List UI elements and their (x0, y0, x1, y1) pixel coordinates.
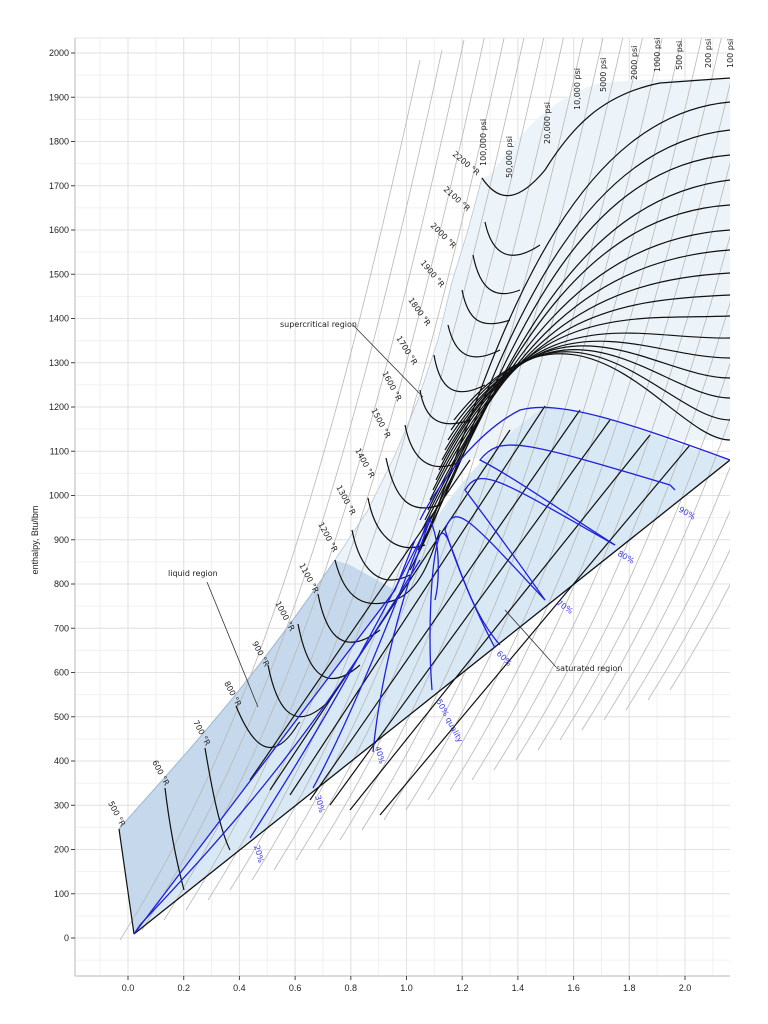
y-tick-label: 200 (54, 845, 69, 855)
x-tick-label: 1.0 (400, 983, 413, 993)
liquid-region-label: liquid region (168, 569, 218, 578)
svg-text:1000 psi: 1000 psi (653, 38, 662, 72)
y-tick-label: 700 (54, 623, 69, 633)
liquid-region-leader (206, 581, 259, 708)
y-tick-label: 1100 (50, 446, 69, 456)
y-tick-label: 1200 (49, 402, 69, 412)
saturated-region (134, 406, 730, 934)
y-tick-label: 800 (54, 579, 69, 589)
y-tick-label: 1300 (49, 358, 69, 368)
x-tick-label: 0.0 (122, 983, 135, 993)
svg-text:2000 psi: 2000 psi (630, 46, 639, 80)
y-tick-label: 900 (54, 535, 69, 545)
x-tick-label: 1.6 (567, 983, 580, 993)
svg-text:5000 psi: 5000 psi (599, 58, 608, 92)
quality-lines (133, 406, 730, 935)
y-tick-label: 400 (54, 756, 69, 766)
isobar-labels: 100,000 psi 50,000 psi 20,000 psi 10,000… (479, 38, 735, 178)
saturated-vapor-base-line (133, 459, 730, 935)
svg-text:10,000 psi: 10,000 psi (573, 68, 582, 110)
x-tick-label: 1.2 (456, 983, 469, 993)
svg-text:100,000 psi: 100,000 psi (479, 119, 488, 166)
svg-text:500 psi: 500 psi (675, 41, 684, 70)
y-tick-label: 1600 (49, 225, 69, 235)
y-tick-label: 2000 (49, 48, 69, 58)
y-tick-label: 100 (54, 889, 69, 899)
svg-text:50,000 psi: 50,000 psi (505, 136, 514, 178)
y-tick-label: 0 (64, 933, 69, 943)
y-tick-label: 600 (54, 668, 69, 678)
svg-text:20,000 psi: 20,000 psi (543, 102, 552, 144)
saturated-region-leader (504, 609, 557, 668)
y-axis-title: enthalpy, Btu/lbm (30, 506, 40, 575)
x-tick-label: 1.4 (512, 983, 525, 993)
x-tick-label: 0.6 (289, 983, 302, 993)
x-tick-label: 2.0 (679, 983, 692, 993)
svg-text:200 psi: 200 psi (704, 39, 713, 68)
y-axis-ticks: 0 100 200 300 400 500 600 700 800 900 1000 1100 1200… (49, 48, 75, 943)
supercritical-region (335, 78, 730, 590)
x-tick-label: 0.2 (177, 983, 190, 993)
y-tick-label: 1400 (49, 314, 69, 324)
x-tick-label: 1.8 (623, 983, 636, 993)
y-tick-label: 1000 (49, 491, 69, 501)
isotherm-lines (118, 77, 730, 935)
saturated-region-label: saturated region (556, 664, 622, 673)
y-tick-label: 500 (54, 712, 69, 722)
svg-text:100 psi: 100 psi (726, 39, 735, 68)
x-axis-ticks: 0.0 0.2 0.4 0.6 0.8 1.0 1.2 1.4 1.6 1.8 2.0 (122, 976, 692, 993)
y-tick-label: 1800 (49, 137, 69, 147)
y-tick-label: 1500 (49, 269, 69, 279)
y-tick-label: 1700 (49, 181, 69, 191)
y-tick-label: 300 (54, 800, 69, 810)
y-tick-label: 1900 (49, 92, 69, 102)
supercritical-region-leader (352, 324, 424, 398)
supercritical-region-label: supercritical region (280, 320, 357, 329)
x-tick-label: 0.8 (345, 983, 358, 993)
x-tick-label: 0.4 (233, 983, 246, 993)
